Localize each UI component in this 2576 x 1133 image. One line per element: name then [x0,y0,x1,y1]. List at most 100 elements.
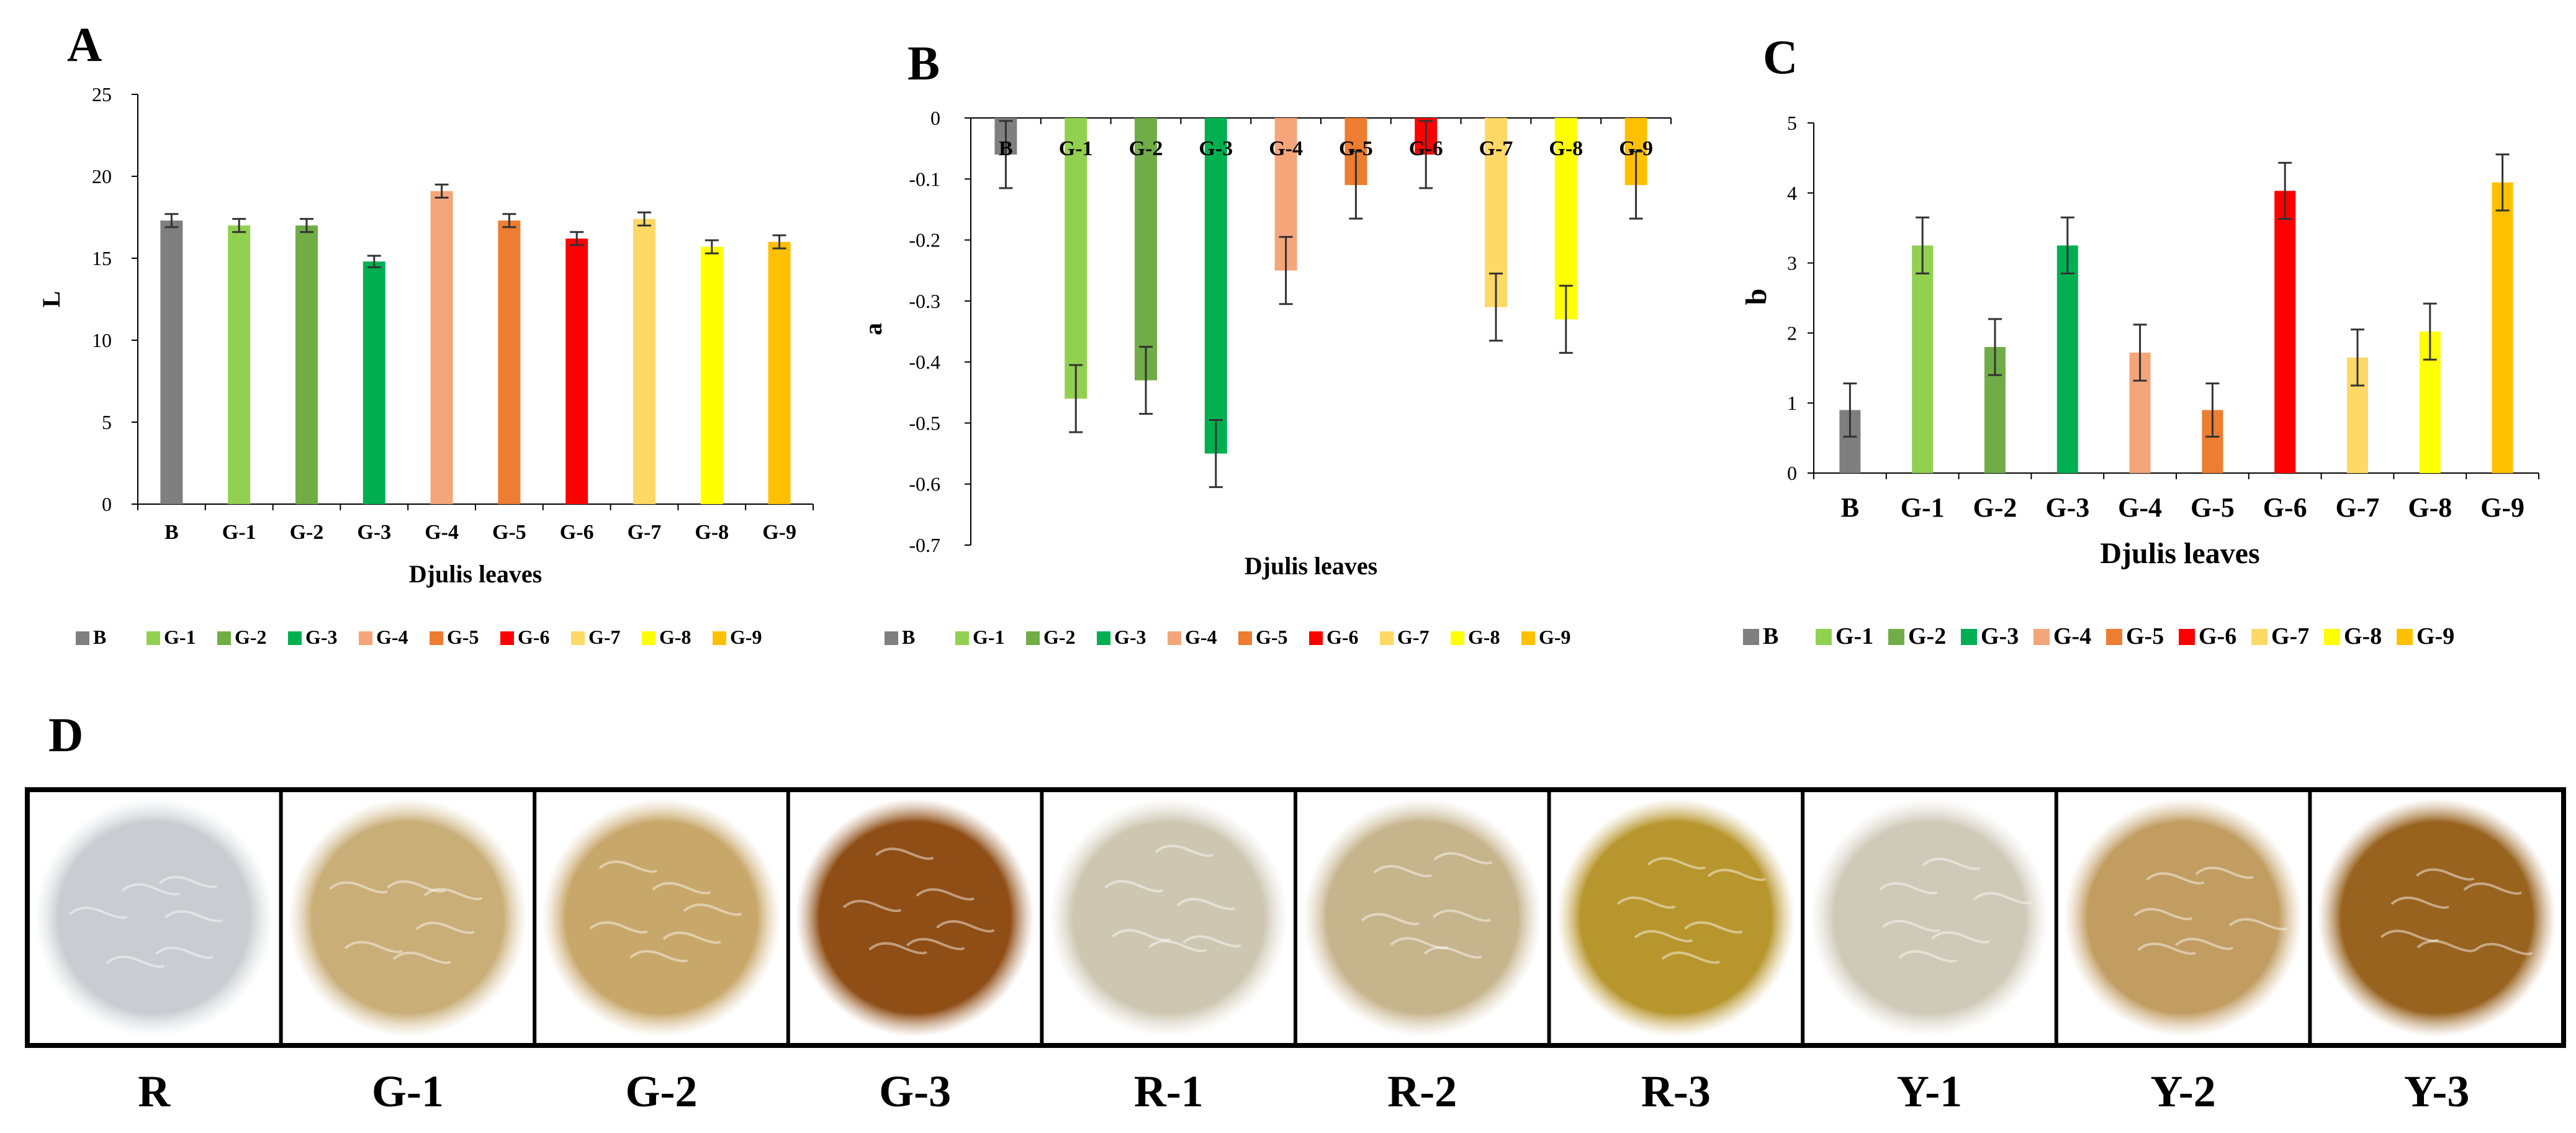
chart-c-bar-g-6 [2274,191,2296,473]
chart-a-ytick-label: 10 [92,329,112,351]
chart-a-bar-g-2 [295,225,318,504]
chart-a-bar-g-7 [633,219,655,504]
chart-b-bar-g-2 [1135,118,1157,381]
chart-a-legend-swatch-g-3 [288,631,302,645]
chart-a-bar-b [160,220,183,504]
chart-a-legend-swatch-g-6 [500,631,514,645]
chart-a-error-bar-g-4 [435,183,449,199]
sample-dish-r-3 [1556,798,1796,1037]
chart-c-legend-label-g-9: G-9 [2416,623,2454,649]
chart-a-error-bar-g-2 [300,218,313,233]
chart-a-error-bar-g-8 [705,239,719,255]
chart-a-category-label-g-7: G-7 [628,521,662,544]
sample-label-r: R [138,1067,171,1116]
chart-b-category-label-g-8: G-8 [1549,137,1583,160]
chart-a-category-label-g-4: G-4 [425,521,459,544]
chart-a-legend-swatch-g-7 [571,631,585,645]
chart-b-ytick-label: -0.5 [909,412,940,434]
chart-a-legend-label-g-3: G-3 [305,626,338,648]
chart-a: 0 5 10 15 20 25 B G-1 G-2 G-3 G-4 G-5 G-6 G-7 G-8 G-9 Dj… [37,83,814,648]
chart-c-category-label-g-8: G-8 [2408,492,2452,523]
chart-b-error-bar-g-7 [1489,273,1503,342]
chart-c-legend-swatch-g-4 [2033,629,2050,645]
chart-a-legend-swatch-g-5 [430,631,443,645]
chart-b-category-label-g-2: G-2 [1129,137,1163,160]
chart-c-error-bar-g-1 [1916,216,1930,275]
sample-dish-y-2 [2063,798,2303,1037]
sample-photo-strip: R G-1 G-2 G-3 R-1 R-2 R-3 Y-1 Y-2 Y-3 [25,787,2566,1116]
chart-c-legend-label-g-3: G-3 [1981,623,2019,649]
chart-c-error-bar-g-2 [1988,318,2002,376]
chart-b-category-label-g-6: G-6 [1409,137,1443,160]
chart-c-legend-swatch-g-1 [1816,629,1832,645]
chart-b-legend-swatch-g-9 [1521,631,1535,645]
chart-a-ytick-label: 5 [102,411,112,433]
chart-c-legend-swatch-g-8 [2324,629,2340,645]
chart-b-ytick-label: -0.2 [909,229,940,251]
chart-b-category-label-g-4: G-4 [1269,137,1303,160]
chart-a-legend-label-g-1: G-1 [164,626,196,648]
chart-a-legend-swatch-g-4 [359,631,372,645]
chart-a-legend-swatch-g-2 [217,631,231,645]
chart-a-error-bar-g-9 [772,234,786,250]
panel-label-d: D [48,708,83,762]
chart-c-legend-label-g-8: G-8 [2344,623,2382,649]
chart-c-legend-label-g-1: G-1 [1835,623,1873,649]
chart-b-x-axis-title: Djulis leaves [1245,552,1377,580]
chart-c-legend-swatch-g-6 [2179,629,2195,645]
chart-a-error-bar-g-5 [502,213,516,228]
chart-c-error-bar-g-9 [2495,153,2510,212]
chart-a-category-label-b: B [164,521,179,544]
chart-b-ytick-label: -0.4 [909,351,940,373]
chart-c-error-bar-g-6 [2278,161,2292,220]
chart-c-legend-swatch-g-5 [2106,629,2122,645]
chart-b-legend-label-g-4: G-4 [1185,626,1217,648]
chart-a-bar-g-3 [363,261,385,504]
chart-c-bar-g-9 [2492,182,2513,473]
chart-b-error-bar-g-5 [1349,150,1363,220]
chart-c-category-label-g-3: G-3 [2045,492,2089,523]
chart-c-legend-label-g-4: G-4 [2053,623,2091,649]
chart-c-ytick-label: 0 [1787,462,1797,484]
chart-c-y-axis-title: b [1740,289,1773,305]
chart-c: 0 1 2 3 4 5 B G-1 G-2 G-3 G-4 G-5 G-6 G-7 G-8 G-9 Djulis… [1740,112,2539,649]
panel-label-a: A [67,17,102,71]
chart-a-category-label-g-2: G-2 [290,521,324,544]
chart-a-legend-label-g-2: G-2 [235,626,267,648]
chart-b-category-label-g-3: G-3 [1199,137,1233,160]
chart-b-legend-swatch-g-7 [1380,631,1394,645]
chart-c-category-label-g-5: G-5 [2191,492,2235,523]
chart-a-ytick-label: 20 [92,165,112,187]
chart-b-category-label-b: B [999,137,1013,160]
chart-c-error-bar-g-7 [2351,328,2364,387]
chart-b-legend-swatch-g-3 [1097,631,1110,645]
chart-b-legend-swatch-g-1 [955,631,969,645]
chart-a-legend-label-g-7: G-7 [588,626,621,648]
chart-a-x-axis-title: Djulis leaves [409,560,542,588]
sample-label-g-3: G-3 [879,1067,951,1116]
chart-a-error-bar-g-7 [637,211,651,227]
chart-a-bar-g-1 [228,225,251,504]
sample-dish-y-1 [1810,798,2049,1037]
chart-a-bar-g-6 [565,238,588,504]
chart-a-y-axis-title: L [37,291,65,308]
chart-c-legend-swatch-g-3 [1961,629,1977,645]
chart-b-bar-g-1 [1065,118,1088,399]
sample-label-y-3: Y-3 [2404,1067,2469,1116]
chart-b-legend-label-g-9: G-9 [1539,626,1571,648]
chart-a-bar-g-4 [430,191,453,504]
chart-a-error-bar-g-1 [232,218,246,233]
chart-c-error-bar-g-5 [2205,382,2220,438]
sample-label-r-1: R-1 [1134,1067,1204,1116]
panel-label-b: B [907,36,940,90]
chart-a-category-label-g-1: G-1 [222,521,256,544]
chart-b-bar-g-3 [1204,118,1227,454]
sample-dish-g-1 [288,798,528,1037]
chart-c-legend-label-g-5: G-5 [2126,623,2164,649]
chart-c-ytick-label: 3 [1787,252,1797,274]
chart-a-legend-label-g-6: G-6 [518,626,550,648]
chart-a-category-label-g-9: G-9 [762,521,796,544]
chart-b-error-bar-g-2 [1139,346,1153,415]
chart-a-legend-label-g-4: G-4 [376,626,408,648]
